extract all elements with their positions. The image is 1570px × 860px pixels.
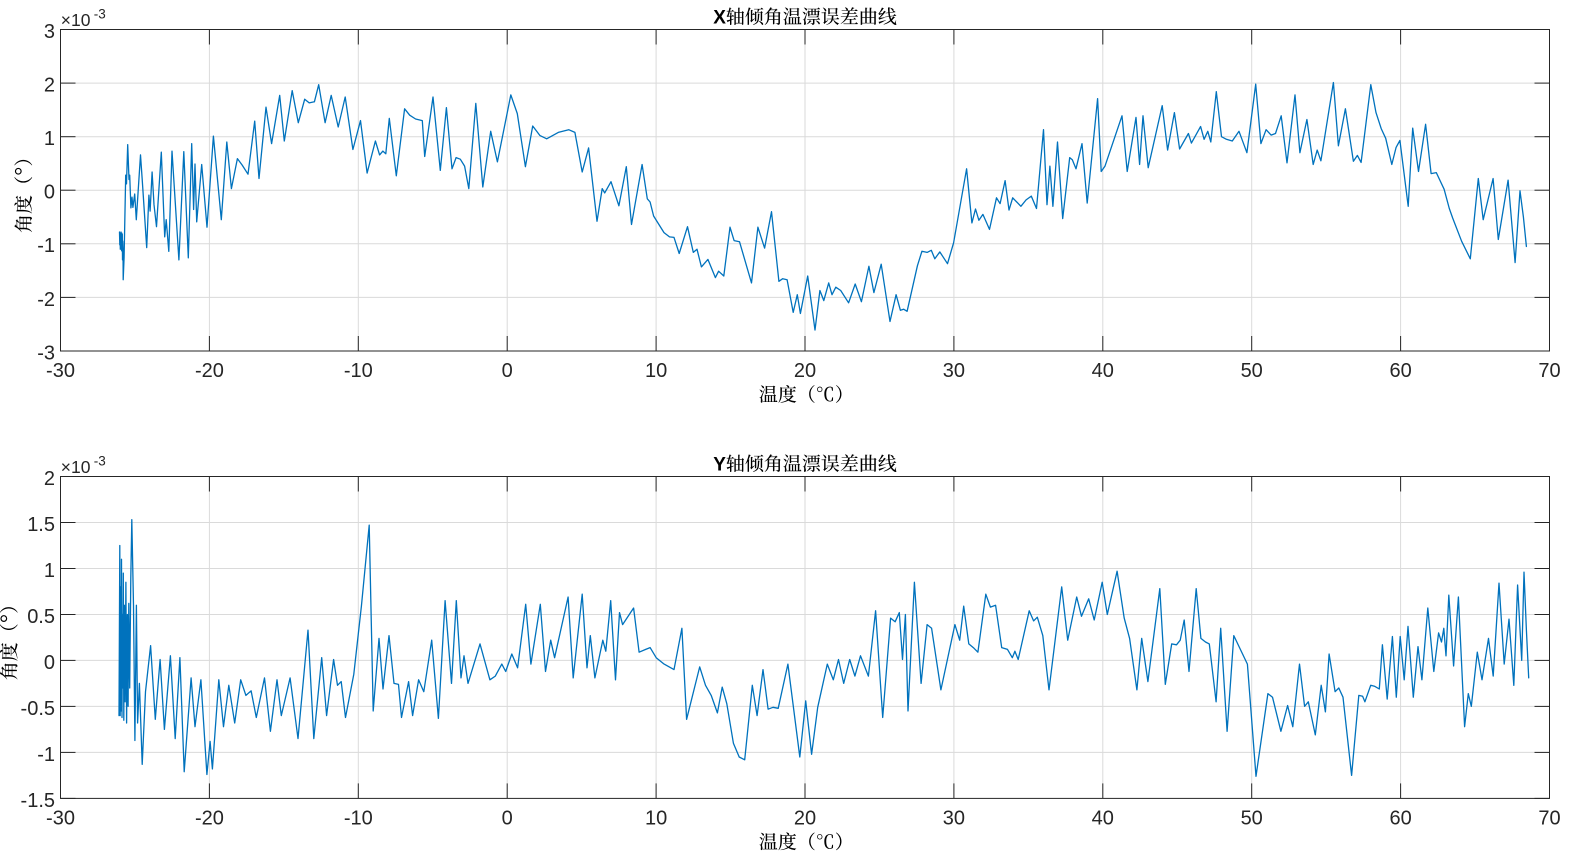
svg-text:Y: Y — [713, 454, 726, 475]
svg-text:70: 70 — [1538, 360, 1560, 382]
svg-text:50: 50 — [1241, 808, 1263, 830]
svg-text:0.5: 0.5 — [27, 606, 55, 628]
svg-text:1.5: 1.5 — [27, 514, 55, 536]
svg-text:-3: -3 — [94, 453, 106, 468]
svg-text:×10: ×10 — [61, 10, 91, 30]
svg-text:30: 30 — [943, 360, 965, 382]
svg-text:-30: -30 — [46, 808, 75, 830]
svg-text:1: 1 — [44, 128, 55, 150]
svg-text:10: 10 — [645, 360, 667, 382]
svg-text:-3: -3 — [94, 6, 106, 21]
svg-text:-1.5: -1.5 — [21, 790, 55, 812]
svg-text:30: 30 — [943, 808, 965, 830]
svg-text:-3: -3 — [37, 342, 55, 364]
svg-text:0: 0 — [502, 808, 513, 830]
svg-text:2: 2 — [44, 468, 55, 490]
svg-text:40: 40 — [1092, 360, 1114, 382]
svg-text:60: 60 — [1389, 808, 1411, 830]
svg-text:-1: -1 — [37, 235, 55, 257]
svg-text:-10: -10 — [344, 808, 373, 830]
svg-text:X: X — [713, 7, 726, 28]
svg-text:70: 70 — [1538, 808, 1560, 830]
svg-text:2: 2 — [44, 75, 55, 97]
svg-text:3: 3 — [44, 21, 55, 43]
svg-text:-1: -1 — [37, 744, 55, 766]
svg-text:10: 10 — [645, 808, 667, 830]
svg-text:1: 1 — [44, 560, 55, 582]
svg-text:-0.5: -0.5 — [21, 698, 55, 720]
svg-text:20: 20 — [794, 808, 816, 830]
svg-text:60: 60 — [1389, 360, 1411, 382]
svg-text:-10: -10 — [344, 360, 373, 382]
svg-text:50: 50 — [1241, 360, 1263, 382]
svg-text:0: 0 — [502, 360, 513, 382]
svg-text:20: 20 — [794, 360, 816, 382]
svg-text:0: 0 — [44, 652, 55, 674]
svg-text:-20: -20 — [195, 360, 224, 382]
svg-text:-20: -20 — [195, 808, 224, 830]
svg-text:40: 40 — [1092, 808, 1114, 830]
svg-text:-2: -2 — [37, 289, 55, 311]
svg-text:0: 0 — [44, 182, 55, 204]
svg-text:-30: -30 — [46, 360, 75, 382]
svg-text:×10: ×10 — [61, 457, 91, 477]
